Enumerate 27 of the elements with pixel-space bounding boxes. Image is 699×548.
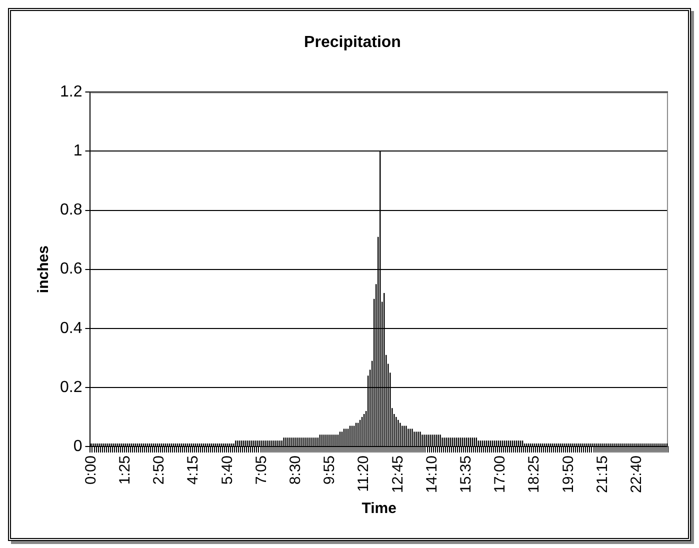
x-tick-label: 1:25 (116, 455, 134, 485)
x-tick-label: 17:00 (492, 455, 509, 494)
x-tick-label: 22:40 (628, 455, 646, 494)
x-tick-label: 8:30 (287, 455, 304, 485)
x-axis-title: Time (362, 500, 396, 518)
y-axis-title: inches (35, 246, 52, 294)
y-tick-label: 0.8 (60, 202, 82, 219)
x-tick-label: 12:45 (389, 455, 406, 494)
x-tick-label: 11:20 (355, 455, 372, 492)
x-tick-label: 14:10 (423, 455, 440, 494)
chart-title: Precipitation (304, 34, 401, 52)
x-tick-label: 15:35 (458, 455, 475, 494)
y-tick-label: 0.2 (60, 378, 82, 396)
x-tick-label: 19:50 (560, 455, 577, 494)
x-tick-label: 7:05 (252, 455, 270, 485)
y-tick-label: 0 (73, 438, 82, 455)
x-tick-label: 2:50 (150, 455, 168, 485)
y-tick-label: 1 (73, 142, 82, 160)
x-tick-label: 21:15 (594, 455, 611, 494)
x-tick-label: 4:15 (184, 455, 202, 485)
y-tick-label: 0.6 (60, 260, 82, 278)
y-tick-label: 1.2 (60, 84, 82, 101)
y-tick-label: 0.4 (60, 320, 82, 337)
x-tick-label: 0:00 (82, 455, 100, 485)
x-tick-label: 5:40 (218, 455, 236, 485)
x-tick-label: 18:25 (526, 455, 543, 494)
x-tick-label: 9:55 (321, 455, 338, 485)
